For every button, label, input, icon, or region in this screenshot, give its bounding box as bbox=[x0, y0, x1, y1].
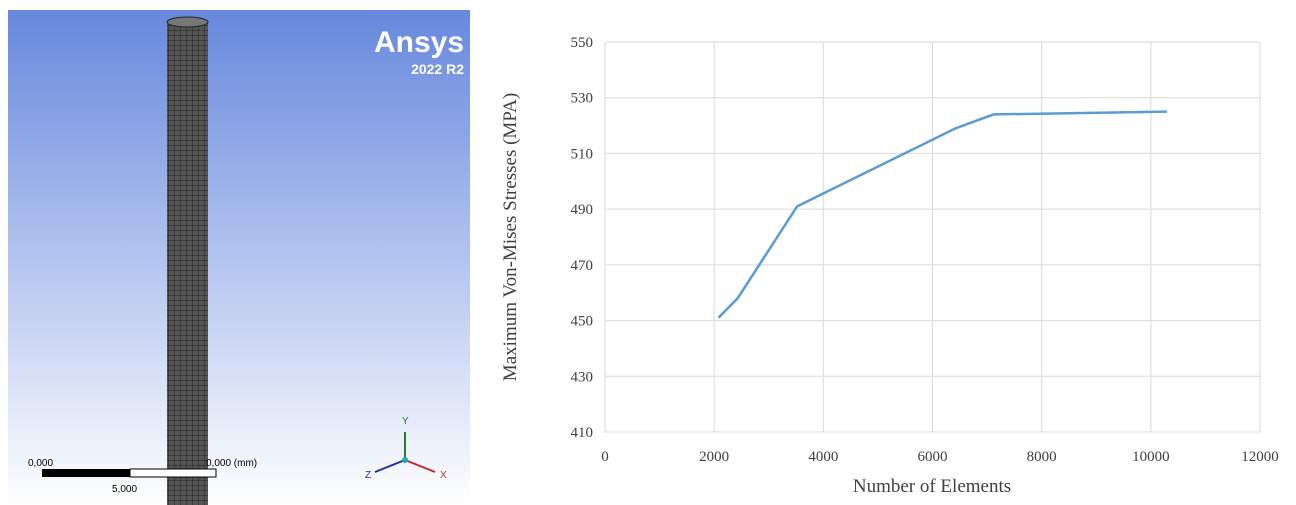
scale-bar-black bbox=[42, 469, 130, 477]
x-tick-label: 4000 bbox=[808, 449, 838, 465]
data-line bbox=[719, 112, 1168, 318]
viewport: Ansys 2022 R2 0,000 5,000 0,000 (mm) Y X… bbox=[8, 10, 470, 505]
axis-label: Y bbox=[402, 416, 409, 427]
x-tick-label: 6000 bbox=[918, 449, 948, 465]
y-tick-label: 550 bbox=[571, 35, 594, 51]
y-axis-title: Maximum Von-Mises Stresses (MPA) bbox=[500, 93, 521, 381]
viewport-background bbox=[8, 10, 470, 505]
y-tick-label: 450 bbox=[571, 314, 594, 330]
x-tick-label: 10000 bbox=[1132, 449, 1170, 465]
mesh-cylinder bbox=[167, 22, 208, 505]
x-tick-label: 2000 bbox=[699, 449, 729, 465]
axis-label: X bbox=[440, 470, 447, 481]
y-tick-label: 510 bbox=[571, 146, 594, 162]
cylinder-top bbox=[167, 17, 208, 27]
scale-bar-white bbox=[130, 469, 216, 477]
y-tick-label: 470 bbox=[571, 258, 594, 274]
chart: Number of Elements Maximum Von-Mises Str… bbox=[500, 35, 1279, 497]
scale-label: 0,000 bbox=[28, 458, 53, 469]
x-axis-title: Number of Elements bbox=[853, 476, 1011, 497]
axis-label: Z bbox=[365, 470, 371, 481]
version: 2022 R2 bbox=[411, 61, 464, 77]
x-tick-label: 12000 bbox=[1241, 449, 1279, 465]
y-tick-label: 530 bbox=[571, 91, 594, 107]
page: Ansys 2022 R2 0,000 5,000 0,000 (mm) Y X… bbox=[0, 0, 1296, 505]
y-tick-label: 490 bbox=[571, 202, 594, 218]
brand: Ansys bbox=[374, 26, 464, 59]
x-tick-label: 8000 bbox=[1027, 449, 1057, 465]
figure: Ansys 2022 R2 0,000 5,000 0,000 (mm) Y X… bbox=[0, 0, 1296, 505]
y-tick-label: 410 bbox=[571, 425, 594, 441]
x-tick-label: 0 bbox=[601, 449, 609, 465]
triad-origin bbox=[402, 457, 408, 463]
scale-label: 5,000 bbox=[112, 484, 137, 495]
scale-label: 0,000 (mm) bbox=[206, 458, 257, 469]
y-tick-label: 430 bbox=[571, 369, 594, 385]
